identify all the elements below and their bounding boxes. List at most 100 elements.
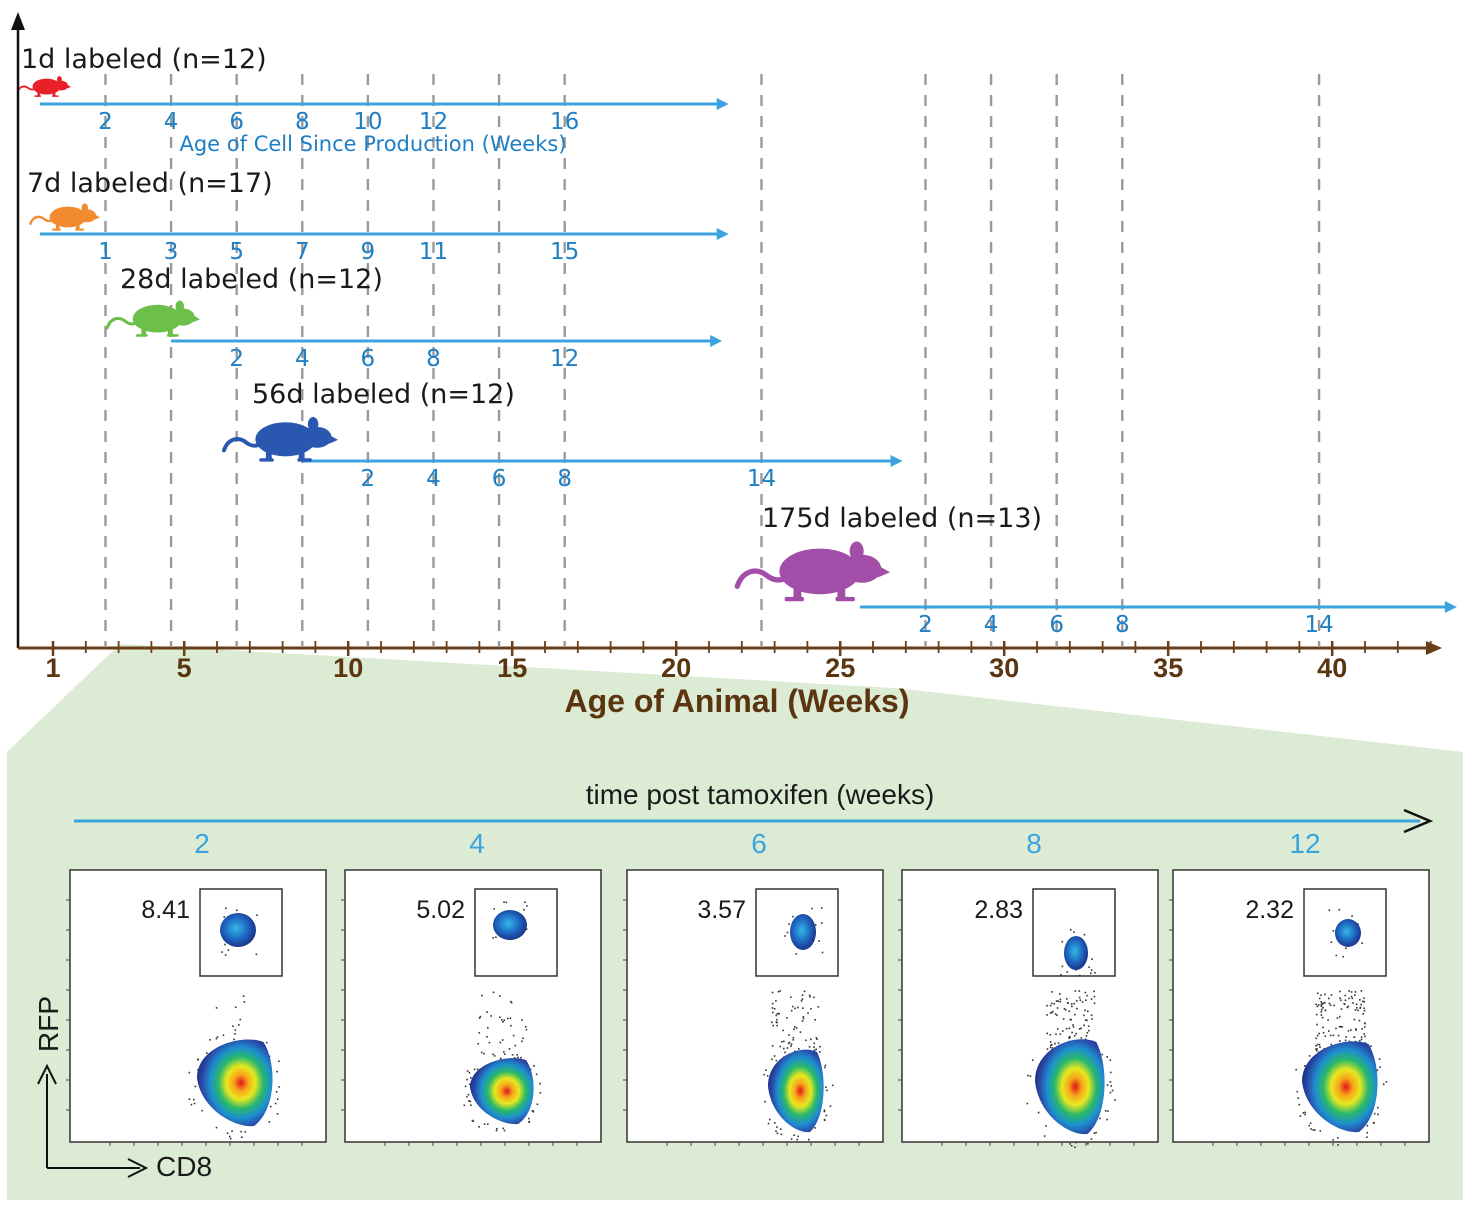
event-dot [1037, 1111, 1040, 1114]
event-dot [1094, 971, 1096, 974]
event-dot [1085, 1035, 1088, 1037]
event-dot [1046, 1014, 1048, 1016]
event-dot [469, 1083, 471, 1086]
event-dot [1344, 1039, 1347, 1042]
gate-percentage: 2.83 [974, 896, 1023, 924]
event-dot [468, 1100, 470, 1102]
event-dot [1068, 1037, 1070, 1039]
event-dot [1055, 1000, 1058, 1002]
event-dot [1054, 1013, 1057, 1015]
event-dot [1320, 994, 1322, 997]
event-dot [193, 1098, 195, 1101]
event-dot [1049, 1012, 1052, 1014]
event-dot [1068, 1010, 1071, 1013]
event-dot [520, 1056, 522, 1059]
event-dot [765, 1069, 767, 1071]
cell-age-tick-label: 8 [557, 466, 572, 492]
event-dot [792, 1036, 795, 1039]
event-dot [771, 1007, 774, 1009]
event-dot [503, 901, 505, 903]
event-dot [795, 1027, 798, 1029]
event-dot [1084, 1009, 1086, 1012]
event-dot [775, 1014, 778, 1017]
event-dot [1363, 1033, 1366, 1035]
event-dot [1073, 1013, 1076, 1016]
event-dot [1370, 1045, 1372, 1048]
event-dot [1363, 1007, 1366, 1010]
event-dot [1360, 1038, 1363, 1041]
event-dot [1322, 1031, 1325, 1034]
event-dot [215, 1126, 218, 1129]
cell-age-tick-label: 9 [361, 239, 376, 265]
event-dot [779, 1128, 782, 1130]
event-dot [1031, 1059, 1034, 1061]
event-dot [1330, 941, 1333, 944]
event-dot [468, 1071, 471, 1074]
animal-axis-arrowhead [1426, 641, 1442, 655]
cohort-2: 7d labeled (n=17) 1 3 5 7 9 11 15 [27, 168, 729, 265]
event-dot [1324, 1001, 1326, 1004]
event-dot [1088, 966, 1090, 968]
cd8-axis-key-arrowhead [127, 1158, 149, 1178]
event-dot [803, 990, 806, 993]
event-dot [1316, 1034, 1319, 1037]
event-dot [1299, 1115, 1302, 1117]
event-dot [1341, 1025, 1343, 1028]
event-dot [1090, 972, 1092, 975]
event-dot [815, 1037, 818, 1039]
event-dot [1320, 1011, 1323, 1013]
event-dot [493, 908, 496, 910]
event-dot [1351, 997, 1354, 1000]
event-dot [1318, 1043, 1321, 1046]
event-dot [1324, 993, 1326, 996]
animal-axis-tick-label: 35 [1153, 653, 1183, 683]
event-dot [1303, 1065, 1306, 1067]
event-dot [767, 1122, 770, 1125]
event-dot [1078, 990, 1081, 992]
event-dot [472, 1120, 475, 1123]
event-dot [268, 1121, 271, 1123]
event-dot [1337, 1034, 1340, 1037]
event-dot [1026, 1102, 1029, 1105]
event-dot [1084, 991, 1087, 994]
event-dot [1075, 999, 1078, 1002]
event-dot [820, 907, 823, 909]
event-dot [503, 1019, 506, 1022]
event-dot [788, 1041, 791, 1044]
event-dot [1066, 971, 1068, 973]
event-dot [1072, 1024, 1074, 1026]
event-dot [1046, 1004, 1048, 1007]
event-dot [1350, 991, 1353, 993]
animal-axis-tick-label: 1 [45, 653, 60, 683]
cohort-label: 1d labeled (n=12) [21, 44, 267, 75]
event-dot [1332, 930, 1335, 932]
event-dot [209, 1038, 211, 1041]
event-dot [1088, 1029, 1090, 1032]
cell-age-tick-label: 7 [295, 239, 310, 265]
event-dot [1093, 1002, 1096, 1005]
event-dot [499, 995, 501, 997]
event-dot [813, 1049, 816, 1052]
event-dot [779, 990, 781, 992]
event-dot [1333, 1004, 1335, 1007]
event-dot [805, 1039, 807, 1042]
event-dot [1337, 1144, 1339, 1146]
event-dot [1057, 1042, 1060, 1044]
event-dot [483, 1052, 485, 1055]
event-dot [1064, 1008, 1067, 1011]
event-dot [477, 1042, 480, 1045]
event-dot [1332, 1139, 1334, 1141]
event-dot [1316, 1048, 1318, 1050]
event-dot [1362, 1000, 1364, 1003]
event-dot [776, 1012, 779, 1015]
event-dot [1110, 1085, 1113, 1087]
animal-axis-tick-label: 5 [177, 653, 192, 683]
event-dot [1347, 1030, 1350, 1032]
event-dot [511, 1053, 514, 1056]
event-dot [1355, 1029, 1358, 1031]
event-dot [1359, 1039, 1361, 1042]
cohort-arrowhead [716, 228, 729, 240]
event-dot [1049, 1041, 1052, 1043]
event-dot [1049, 1004, 1052, 1007]
event-dot [525, 1028, 528, 1031]
